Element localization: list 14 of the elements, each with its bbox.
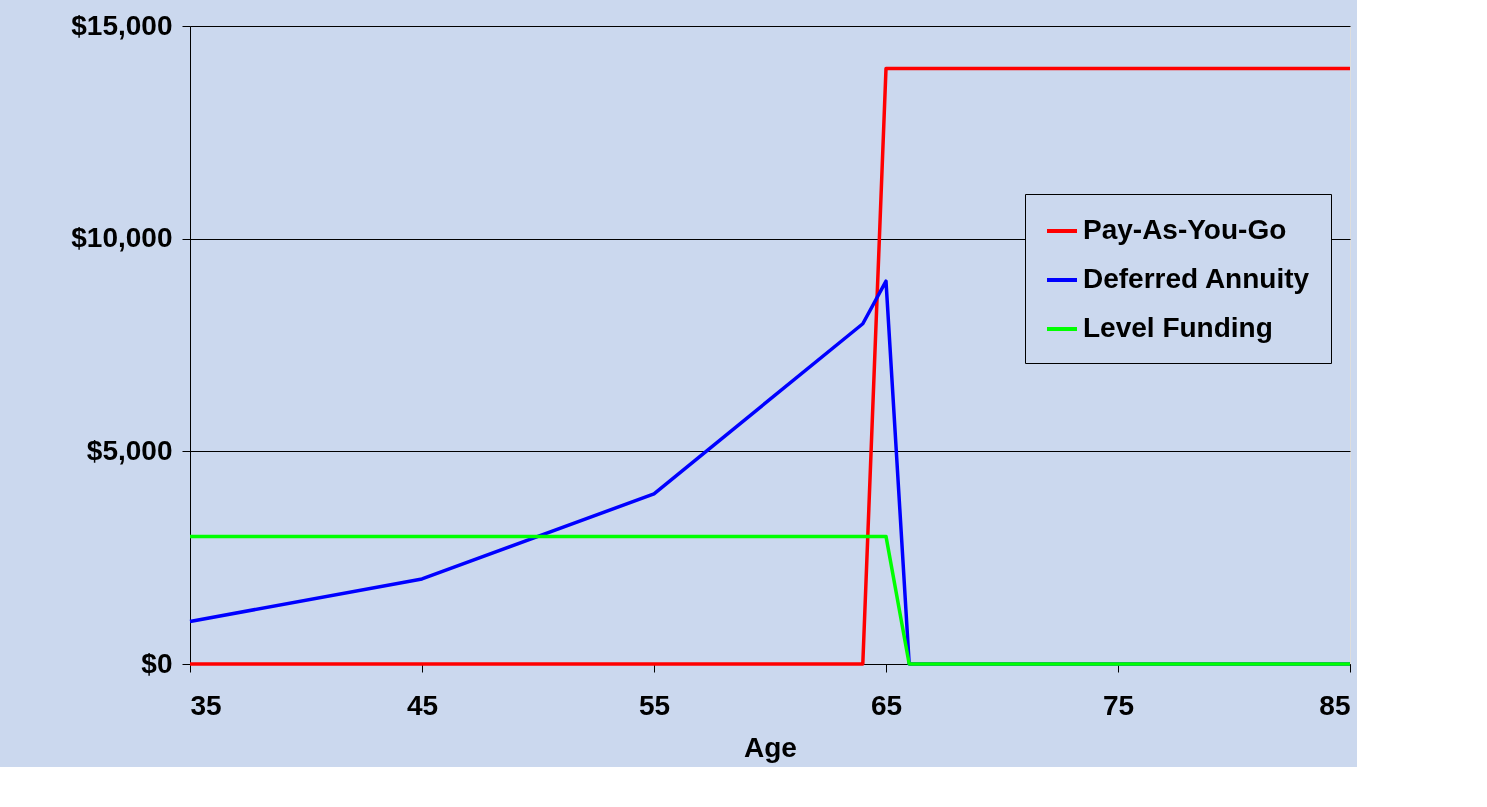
x-tick-label: 65 xyxy=(870,689,903,721)
x-tick-label: 35 xyxy=(190,689,222,721)
y-tick-label: $0 xyxy=(141,647,173,679)
x-tick-label: 75 xyxy=(1102,689,1135,721)
y-tick-label: $10,000 xyxy=(71,222,173,254)
x-tick-label: 85 xyxy=(1319,689,1351,721)
legend-label: Deferred Annuity xyxy=(1083,263,1310,294)
y-tick-label: $15,000 xyxy=(71,9,173,41)
x-tick-label: 45 xyxy=(406,689,439,721)
x-tick-label: 55 xyxy=(638,689,671,721)
legend-label: Level Funding xyxy=(1083,312,1273,343)
y-tick-label: $5,000 xyxy=(86,434,173,466)
x-axis-title: Age xyxy=(744,731,797,763)
legend-label: Pay-As-You-Go xyxy=(1083,214,1287,245)
